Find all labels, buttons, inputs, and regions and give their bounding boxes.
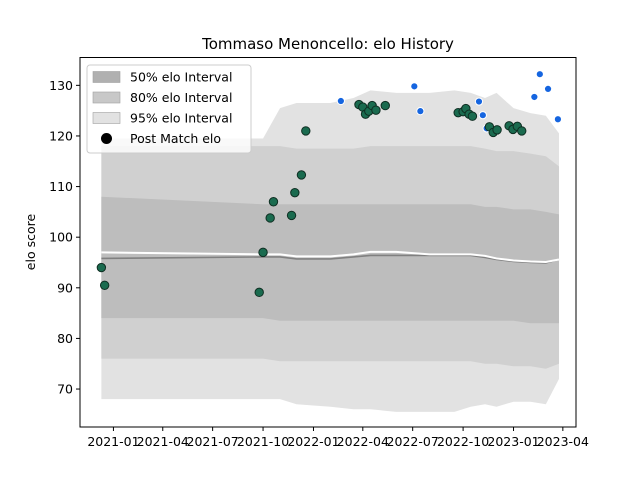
forecast-elo-point xyxy=(336,96,345,106)
legend-label: 95% elo Interval xyxy=(130,111,232,126)
median-elo-line xyxy=(101,254,560,264)
forecast-elo-point xyxy=(553,115,563,124)
x-tick-label: 2023-04 xyxy=(537,434,589,449)
legend: 50% elo Interval 80% elo Interval 95% elo … xyxy=(86,64,252,154)
y-tick-label: 80 xyxy=(57,331,73,346)
post-match-elo-point xyxy=(286,210,297,221)
y-tick-label: 120 xyxy=(49,128,73,143)
post-match-elo-point xyxy=(265,213,275,223)
y-tick-label: 110 xyxy=(49,179,73,194)
x-tick-label: 2022-07 xyxy=(387,434,439,449)
y-tick-label: 70 xyxy=(57,382,73,397)
post-match-elo-point xyxy=(296,170,307,180)
forecast-elo-point xyxy=(535,70,544,79)
legend-swatch-band xyxy=(92,112,121,124)
x-tick-label: 2021-01 xyxy=(87,434,139,449)
post-match-elo-point xyxy=(301,126,311,136)
y-tick-label: 130 xyxy=(49,78,73,93)
forecast-elo-point xyxy=(543,84,553,93)
y-tick-label: 90 xyxy=(57,280,73,295)
post-match-elo-point xyxy=(290,187,300,198)
x-tick-label: 2021-04 xyxy=(137,434,189,449)
x-tick-label: 2022-01 xyxy=(287,434,339,449)
forecast-elo-point xyxy=(416,107,425,116)
legend-swatch-marker xyxy=(101,133,112,144)
x-tick-label: 2021-10 xyxy=(237,434,289,449)
legend-label: 80% elo Interval xyxy=(130,90,232,105)
post-match-elo-point xyxy=(371,105,381,115)
post-match-elo-point xyxy=(517,126,527,136)
y-tick-label: 100 xyxy=(49,230,73,245)
plot-content xyxy=(96,70,563,412)
post-match-elo-point xyxy=(258,247,268,258)
post-match-elo-point xyxy=(268,197,279,207)
forecast-elo-point xyxy=(478,111,487,120)
band-50-interval xyxy=(101,196,560,324)
post-match-elo-point xyxy=(254,287,264,298)
x-tick-label: 2023-01 xyxy=(487,434,539,449)
plot-area xyxy=(96,70,563,412)
x-tick-label: 2022-10 xyxy=(437,434,489,449)
x-tick-label: 2021-07 xyxy=(187,434,239,449)
x-axis: 2021-012021-042021-072021-102022-012022-… xyxy=(87,427,589,449)
post-match-elo-point xyxy=(380,100,390,111)
legend-frame xyxy=(86,64,252,154)
legend-label: Post Match elo xyxy=(130,131,221,146)
mean-elo-line xyxy=(101,250,560,263)
legend-swatch-band xyxy=(92,91,121,104)
forecast-elo-point xyxy=(410,82,419,91)
post-match-elo-point xyxy=(96,262,107,273)
forecast-elo-point xyxy=(530,92,539,102)
axes-frame xyxy=(79,57,577,428)
forecast-elo-point xyxy=(474,97,484,106)
x-tick-label: 2022-04 xyxy=(337,434,389,449)
y-axis: 70 80 90 100 110 120 130 xyxy=(49,78,80,397)
y-axis-label: elo score xyxy=(23,214,38,271)
chart-title: Tommaso Menoncello: elo History xyxy=(201,35,454,53)
post-match-elo-point xyxy=(99,280,110,290)
post-match-elo-point xyxy=(492,125,502,135)
post-match-elo-point xyxy=(467,111,478,121)
legend-swatch-band xyxy=(92,71,121,83)
legend-label: 50% elo Interval xyxy=(130,70,232,85)
